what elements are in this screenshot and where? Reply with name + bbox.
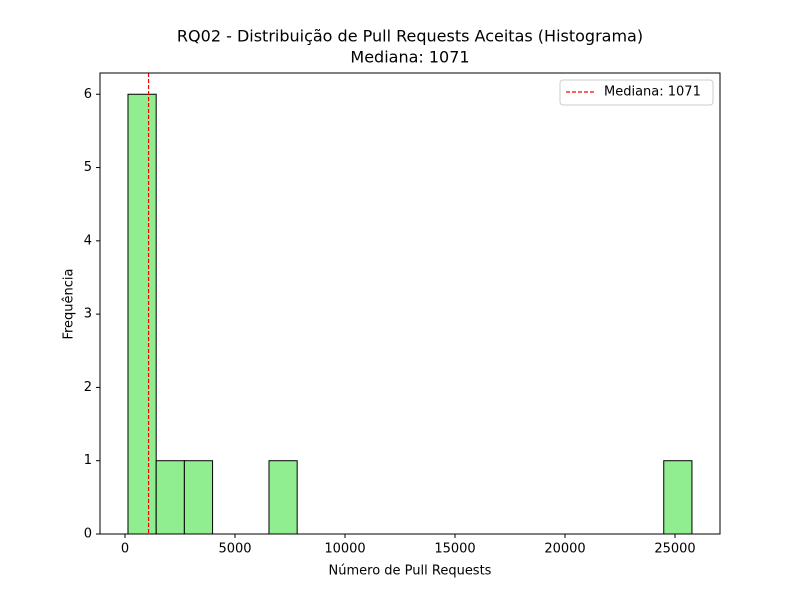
- bar: [268, 460, 298, 535]
- legend-label: Mediana: 1071: [604, 85, 701, 100]
- bar: [155, 460, 185, 535]
- x-tick-label: 20000: [544, 542, 585, 557]
- x-axis-label: Número de Pull Requests: [329, 564, 492, 579]
- x-tick-label: 10000: [324, 542, 365, 557]
- y-tick-label: 5: [84, 160, 92, 175]
- y-tick-label: 2: [84, 380, 92, 395]
- bar: [183, 460, 214, 535]
- y-tick-label: 6: [84, 87, 92, 102]
- y-tick-label: 4: [84, 233, 92, 248]
- chart-title: RQ02 - Distribuição de Pull Requests Ace…: [177, 27, 643, 46]
- legend-box: [559, 79, 714, 106]
- y-axis-label: Frequência: [62, 268, 77, 339]
- y-tick-label: 1: [84, 453, 92, 468]
- plot-frame: [99, 72, 721, 535]
- bar: [663, 460, 693, 535]
- y-tick-label: 3: [84, 307, 92, 322]
- chart-subtitle: Mediana: 1071: [350, 48, 469, 67]
- x-tick-label: 25000: [654, 542, 695, 557]
- x-tick-label: 15000: [434, 542, 475, 557]
- x-tick-label: 0: [121, 542, 129, 557]
- x-tick-label: 5000: [218, 542, 251, 557]
- bar: [127, 93, 157, 535]
- y-tick-label: 0: [84, 527, 92, 542]
